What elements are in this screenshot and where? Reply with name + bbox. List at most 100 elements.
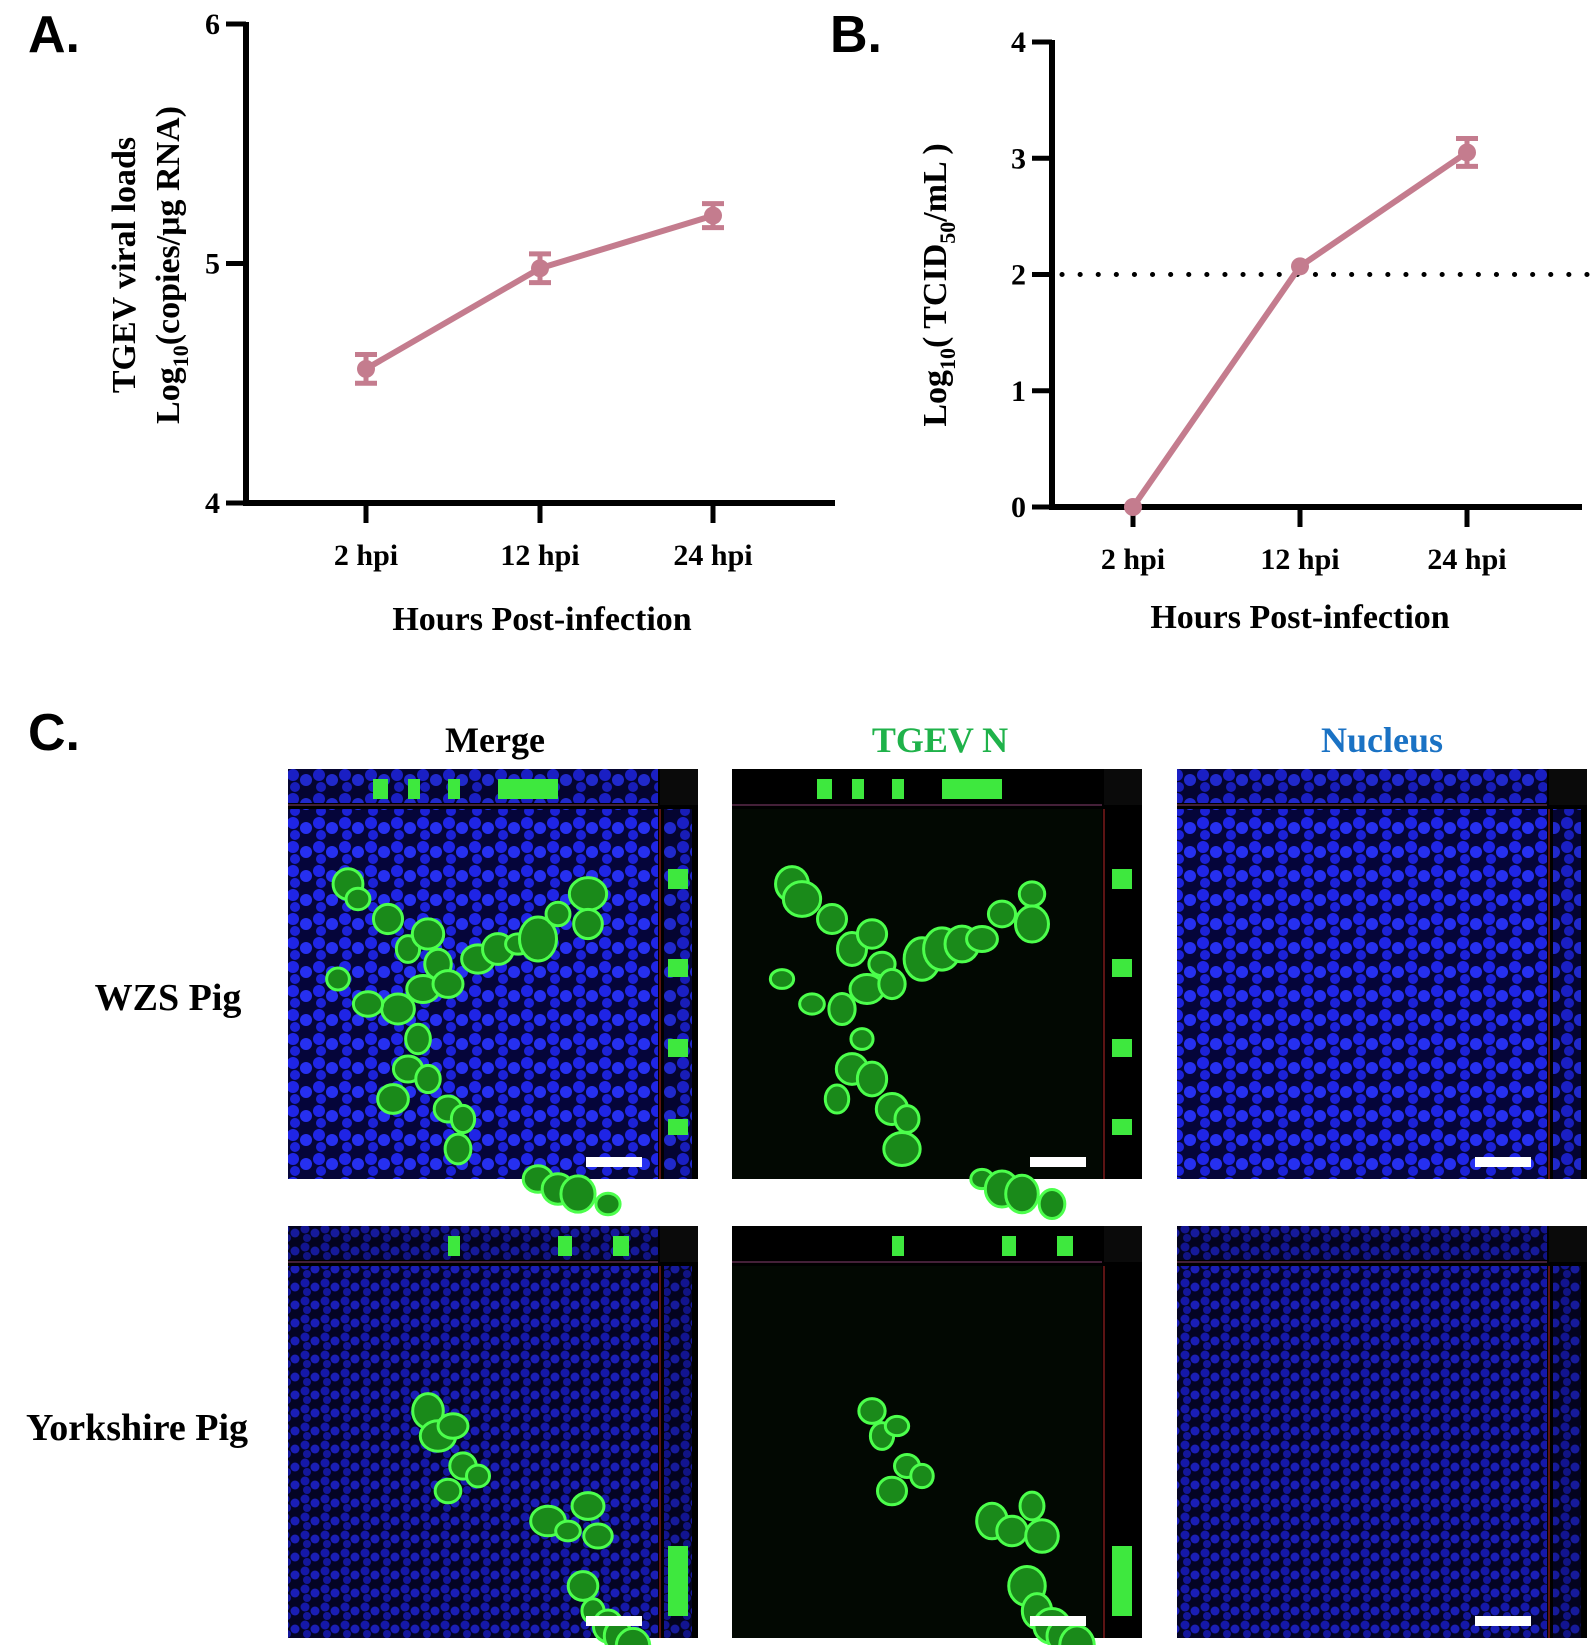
panel-b-ticks: 0 1 2 3 4 2 hpi 12 hpi 24 hpi [1011,26,1507,576]
strip-signal [668,869,688,889]
panel-b: B. 0 1 2 3 4 2 hpi 12 hpi 24 hpi Hours Post-inf… [830,6,1595,636]
infected-cell [614,1626,652,1645]
nuclei-field [1177,809,1547,1179]
strip-signal [558,1236,572,1256]
infected-cell [517,915,559,963]
infected-cell [827,991,857,1027]
data-point [704,206,722,225]
infected-cell [325,966,351,992]
strip-signal [1112,869,1132,889]
panel-a: A. 4 5 6 2 hpi 12 hpi 24 hpi Hours Post-infec… [28,6,835,638]
micrograph-yorkshire-nucleus [1177,1226,1587,1638]
infected-cell [594,1191,622,1217]
corner-block [1104,769,1142,805]
x-tick-label: 24 hpi [673,539,752,572]
infected-cell [570,1491,606,1521]
panel-b-ylabel: Log10( TCID50/mL ) [917,143,960,426]
strip-signal [668,1039,688,1057]
infected-cell [875,1475,909,1507]
panel-b-marks [1059,135,1595,516]
orthogonal-xz-strip [288,769,658,803]
y-tick-label: 0 [1011,491,1026,524]
infected-cell [559,1174,597,1214]
micrograph-grid [288,769,1587,1645]
infected-cell [436,1412,470,1440]
row-label-yorkshire-pig: Yorkshire Pig [26,1407,248,1449]
strip-signal [668,959,688,977]
infected-cell [882,1131,922,1167]
corner-block [660,769,698,805]
data-point [531,259,549,278]
strip-signal [852,779,864,799]
panel-c-label: C. [28,704,80,762]
infected-cell [371,902,405,936]
corner-block [1549,769,1587,805]
infected-cell [351,990,385,1018]
orthogonal-xz-strip [288,1226,658,1260]
y-tick-label: 3 [1011,142,1026,175]
micrograph-yorkshire-tgev-n [732,1226,1142,1645]
infected-cell [410,917,446,951]
data-point [1458,143,1476,162]
strip-signal [817,779,832,799]
infected-cell [449,1103,477,1135]
x-tick-label: 12 hpi [1260,543,1339,576]
series-line [364,212,714,372]
micrograph-wzs-merge [288,769,698,1217]
infected-cell [1017,880,1047,908]
infected-cell [344,886,372,912]
micrograph-wzs-tgev-n [732,769,1142,1221]
infected-cell [995,1514,1029,1548]
infected-cell [1014,904,1050,944]
strip-signal [448,779,460,799]
infected-cell [572,907,604,941]
panel-b-ylabel-text: Log10( TCID50/mL ) [917,143,960,426]
orthogonal-yz-strip [1553,1266,1581,1638]
strip-signal [498,779,558,799]
panel-c: C. Merge TGEV N Nucleus WZS Pig Yorkshir… [26,704,1587,1645]
data-point [1291,257,1309,276]
panel-a-ticks: 4 5 6 2 hpi 12 hpi 24 hpi [205,8,753,572]
panel-a-label: A. [28,6,80,64]
panel-a-marks [355,201,724,386]
infected-cell [986,899,1018,929]
infected-cell [464,1463,492,1489]
infected-cell [909,1462,935,1490]
infected-cell [849,1027,875,1051]
panel-b-xlabel: Hours Post-infection [1150,599,1449,636]
infected-cell [582,1522,614,1550]
strip-signal [942,779,1002,799]
infected-cell [567,876,609,912]
infected-cell [883,1414,911,1438]
micrograph-yorkshire-merge [288,1226,698,1645]
column-label-tgev-n: TGEV N [872,720,1008,760]
infected-cell [855,1060,889,1098]
x-tick-label: 2 hpi [1101,543,1165,576]
infected-cell [554,1519,582,1543]
panel-a-ylabel: TGEV viral loads Log10(copies/μg RNA) [106,106,193,424]
infected-cell [414,1063,442,1095]
y-tick-label: 5 [205,248,220,281]
panel-a-ylabel-line1: TGEV viral loads [106,137,143,393]
infected-cell [566,1570,600,1602]
series-line [1130,149,1469,509]
infected-cell [798,992,826,1016]
infected-cell [1037,1187,1067,1221]
data-point [357,359,375,378]
orthogonal-xz-strip [1177,1226,1547,1260]
infected-cell [768,968,796,990]
y-tick-label: 4 [205,487,220,520]
corner-block [660,1226,698,1262]
infected-cell [376,1083,410,1115]
x-tick-label: 12 hpi [500,539,579,572]
column-label-merge: Merge [445,720,545,760]
row-label-wzs-pig: WZS Pig [95,977,242,1019]
strip-signal [892,1236,904,1256]
infected-cell [857,1397,887,1425]
x-tick-label: 2 hpi [334,539,398,572]
y-tick-label: 4 [1011,26,1026,59]
scale-bar [1030,1616,1086,1626]
strip-signal [1112,959,1132,977]
infected-cell [1004,1173,1040,1215]
